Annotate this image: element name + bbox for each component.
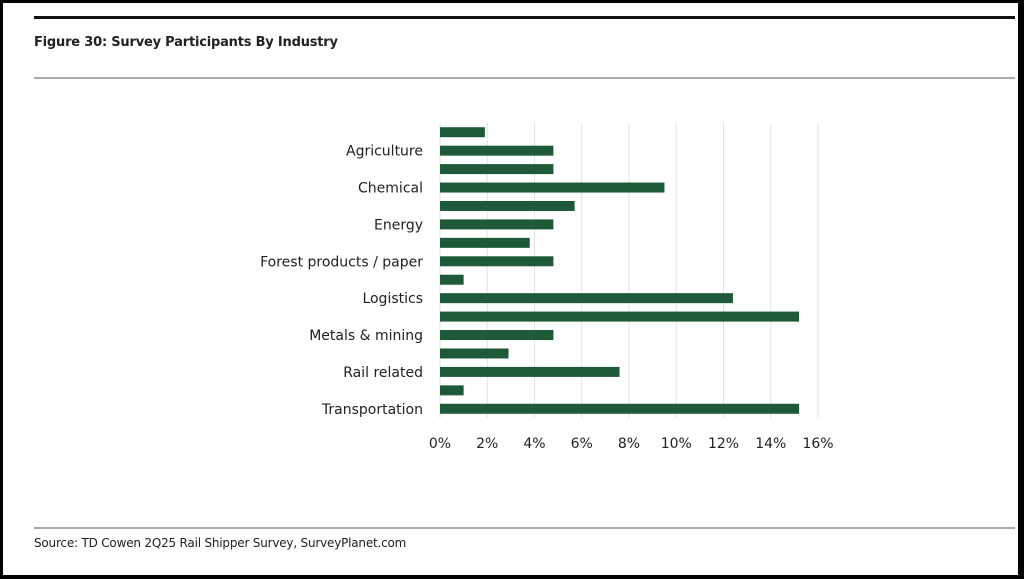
bar	[440, 237, 530, 248]
category-label: Chemical	[358, 181, 423, 197]
category-label: Metals & mining	[309, 328, 423, 344]
bar	[440, 311, 800, 322]
category-labels: Agriculture Chemical Energy Forest products…	[260, 144, 423, 418]
bar	[440, 164, 554, 175]
category-label: Logistics	[362, 291, 423, 307]
bar	[440, 348, 509, 359]
x-tick-label: 0%	[429, 436, 451, 452]
bar	[440, 182, 665, 193]
category-label: Agriculture	[346, 144, 423, 160]
bar	[440, 127, 485, 138]
x-tick-label: 12%	[708, 436, 739, 452]
x-tick-label: 8%	[618, 436, 640, 452]
bar	[440, 200, 575, 211]
x-tick-label: 2%	[476, 436, 498, 452]
bar	[440, 385, 464, 396]
x-tick-label: 16%	[802, 436, 833, 452]
source-divider	[34, 527, 1015, 529]
x-tick-label: 10%	[661, 436, 692, 452]
bar	[440, 293, 733, 304]
top-rule	[34, 16, 1015, 19]
bar	[440, 256, 554, 267]
bar	[440, 274, 464, 285]
x-tick-label: 4%	[523, 436, 545, 452]
bar	[440, 219, 554, 230]
bar	[440, 366, 620, 377]
bar	[440, 403, 800, 414]
title-divider	[34, 77, 1015, 79]
x-tick-labels: 0% 2% 4% 6% 8% 10% 12% 14% 16%	[429, 436, 834, 452]
figure-frame	[3, 3, 1018, 575]
category-label: Energy	[374, 217, 423, 233]
bars	[440, 127, 800, 414]
bar	[440, 330, 554, 341]
x-tick-label: 6%	[571, 436, 593, 452]
bar	[440, 145, 554, 156]
category-label: Rail related	[343, 365, 423, 381]
x-tick-label: 14%	[755, 436, 786, 452]
category-label: Forest products / paper	[260, 254, 423, 270]
source-note: Source: TD Cowen 2Q25 Rail Shipper Surve…	[34, 536, 407, 550]
figure-title: Figure 30: Survey Participants By Indust…	[34, 35, 338, 50]
category-label: Transportation	[321, 402, 423, 418]
